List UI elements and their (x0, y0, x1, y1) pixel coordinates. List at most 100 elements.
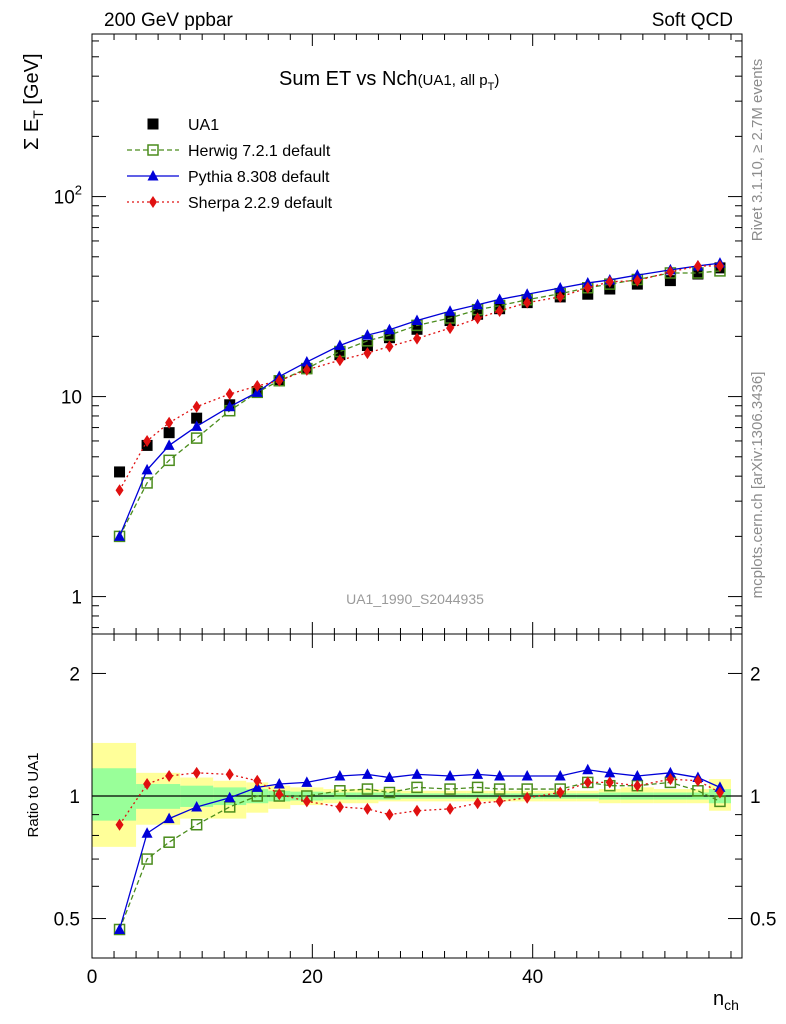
data-point-pythia-8-308-default (631, 269, 643, 280)
ratio-y-tick-label: 2 (69, 664, 80, 685)
data-point-sherpa-2-2-9-default (363, 347, 372, 360)
series-line-sherpa-2-2-9-default (118, 265, 720, 491)
data-point-sherpa-2-2-9-default (633, 274, 642, 287)
ratio-point-herwig-7-2-1-default (383, 786, 396, 799)
ratio-point-sherpa-2-2-9-default (165, 769, 174, 782)
data-point-pythia-8-308-default (224, 400, 236, 412)
data-point-sherpa-2-2-9-default (143, 434, 152, 447)
data-point-sherpa-2-2-9-default (605, 275, 614, 288)
ratio-point-sherpa-2-2-9-default (605, 776, 614, 789)
data-point-sherpa-2-2-9-default (225, 388, 234, 401)
legend-entry-pythia-8-308-default: Pythia 8.308 default (127, 169, 330, 186)
data-point-ua1 (582, 288, 594, 300)
x-tick-label: 0 (87, 967, 98, 988)
ratio-series-sherpa-2-2-9-default (115, 766, 724, 831)
legend-label: Sherpa 2.2.9 default (188, 195, 333, 212)
ratio-point-pythia-8-308-default (472, 768, 484, 779)
ratio-point-sherpa-2-2-9-default (446, 802, 455, 815)
data-point-pythia-8-308-default (141, 463, 153, 475)
analysis-id-label: UA1_1990_S2044935 (346, 591, 484, 607)
data-point-pythia-8-308-default (494, 293, 506, 304)
ratio-point-sherpa-2-2-9-default (302, 795, 311, 808)
data-point-ua1 (664, 275, 676, 287)
data-point-pythia-8-308-default (163, 439, 175, 450)
legend-entry-sherpa-2-2-9-default: Sherpa 2.2.9 default (127, 195, 333, 212)
ratio-point-pythia-8-308-default (191, 800, 203, 812)
data-point-herwig-7-2-1-default (163, 454, 175, 467)
data-point-ua1 (383, 332, 395, 344)
ratio-point-herwig-7-2-1-default (471, 781, 484, 794)
data-point-herwig-7-2-1-default (190, 432, 203, 444)
ratio-point-pythia-8-308-default (554, 769, 566, 781)
legend-label: UA1 (188, 117, 219, 134)
data-point-sherpa-2-2-9-default (556, 290, 565, 303)
ratio-point-sherpa-2-2-9-default (253, 774, 262, 787)
main-y-axis-label: Σ ET [GeV] (21, 53, 46, 150)
data-point-pythia-8-308-default (114, 530, 126, 541)
data-point-ua1 (692, 268, 704, 280)
ratio-y-tick-label-right: 1 (750, 787, 761, 808)
ratio-point-sherpa-2-2-9-default (556, 786, 565, 799)
ratio-point-sherpa-2-2-9-default (693, 774, 702, 787)
ratio-point-sherpa-2-2-9-default (523, 791, 532, 804)
ratio-point-sherpa-2-2-9-default (143, 778, 152, 791)
ratio-point-pythia-8-308-default (141, 827, 153, 838)
ratio-point-sherpa-2-2-9-default (715, 786, 724, 799)
series-pythia-8-308-default (114, 257, 726, 541)
ratio-point-pythia-8-308-default (582, 763, 594, 775)
data-point-ua1 (411, 323, 423, 335)
ratio-point-herwig-7-2-1-default (411, 781, 423, 794)
legend: UA1 Herwig 7.2.1 default Pythia 8.308 defa… (127, 117, 333, 212)
y-tick-label: 1 (71, 588, 82, 609)
ratio-point-sherpa-2-2-9-default (413, 804, 421, 817)
ratio-point-pythia-8-308-default (273, 778, 285, 789)
data-point-sherpa-2-2-9-default (302, 363, 311, 376)
ratio-point-herwig-7-2-1-default (493, 783, 506, 795)
legend-entry-herwig-7-2-1-default: Herwig 7.2.1 default (127, 143, 331, 160)
legend-marker (147, 144, 159, 156)
ratio-y-tick-label-right: 2 (750, 664, 761, 685)
ratio-point-sherpa-2-2-9-default (633, 779, 642, 792)
uncertainty-band-inner (92, 768, 137, 821)
ratio-point-pythia-8-308-default (631, 769, 643, 781)
ratio-y-axis-label: Ratio to UA1 (25, 752, 42, 837)
ratio-series-pythia-8-308-default (114, 763, 726, 934)
ratio-point-pythia-8-308-default (411, 768, 423, 779)
ratio-point-sherpa-2-2-9-default (275, 788, 284, 801)
legend-marker (147, 118, 159, 130)
data-point-pythia-8-308-default (411, 314, 423, 326)
series-ua1 (114, 262, 726, 478)
legend-label: Herwig 7.2.1 default (188, 143, 331, 160)
ratio-point-pythia-8-308-default (664, 766, 676, 778)
rivet-version-label: Rivet 3.1.10, ≥ 2.7M events (749, 59, 766, 242)
ratio-point-pythia-8-308-default (334, 769, 346, 781)
ratio-point-herwig-7-2-1-default (444, 783, 456, 795)
ratio-point-sherpa-2-2-9-default (666, 773, 675, 786)
ratio-y-tick-label-right: 0.5 (750, 910, 776, 931)
data-point-sherpa-2-2-9-default (473, 312, 482, 325)
data-point-pythia-8-308-default (191, 420, 203, 431)
series-line-herwig-7-2-1-default (118, 270, 721, 537)
data-point-sherpa-2-2-9-default (446, 322, 455, 335)
data-point-sherpa-2-2-9-default (715, 259, 724, 272)
ratio-point-sherpa-2-2-9-default (473, 797, 482, 810)
ratio-point-pythia-8-308-default (444, 769, 456, 781)
data-point-sherpa-2-2-9-default (583, 281, 592, 294)
ratio-point-sherpa-2-2-9-default (495, 795, 504, 808)
ratio-point-pythia-8-308-default (521, 769, 533, 781)
ratio-point-herwig-7-2-1-default (141, 853, 153, 865)
main-plot-area: 1 10 102 (54, 33, 743, 635)
data-point-sherpa-2-2-9-default (385, 340, 394, 353)
data-point-ua1 (114, 466, 126, 478)
data-point-ua1 (444, 315, 456, 327)
data-point-sherpa-2-2-9-default (495, 304, 504, 317)
ratio-series-herwig-7-2-1-default (113, 776, 726, 936)
ratio-point-pythia-8-308-default (361, 768, 373, 779)
ratio-point-pythia-8-308-default (163, 812, 175, 824)
data-point-sherpa-2-2-9-default (523, 296, 532, 309)
data-point-pythia-8-308-default (383, 323, 395, 335)
data-point-sherpa-2-2-9-default (666, 265, 675, 278)
ratio-point-pythia-8-308-default (224, 791, 236, 803)
data-point-sherpa-2-2-9-default (413, 332, 421, 345)
main-chart-title: Sum ET vs Nch(UA1, all pT) (279, 68, 499, 93)
